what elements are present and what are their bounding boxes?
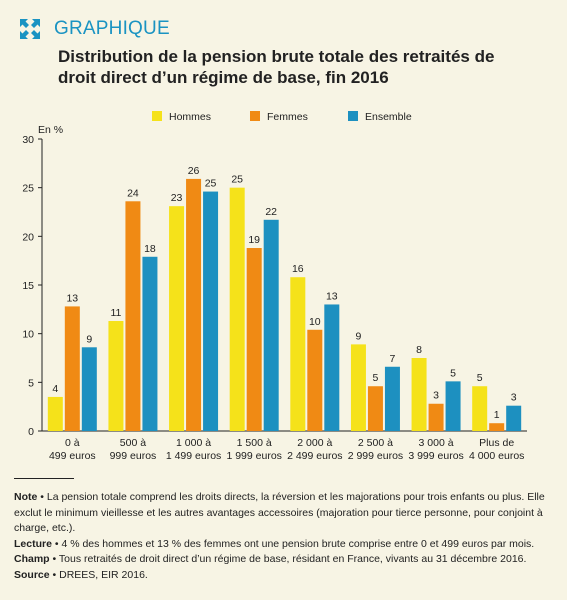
bar bbox=[108, 321, 124, 431]
bar-value-label: 9 bbox=[356, 330, 362, 342]
bar bbox=[367, 386, 383, 431]
x-tick-label: 1 499 euros bbox=[166, 450, 221, 462]
notes: Note • La pension totale comprend les dr… bbox=[14, 478, 554, 583]
bar bbox=[350, 344, 366, 431]
x-tick-label: 3 999 euros bbox=[408, 450, 463, 462]
bar-value-label: 22 bbox=[265, 206, 277, 218]
y-tick-label: 10 bbox=[22, 329, 34, 341]
legend-label: Femmes bbox=[267, 111, 308, 123]
bar bbox=[263, 219, 279, 431]
y-tick-label: 15 bbox=[22, 280, 34, 292]
bar-value-label: 23 bbox=[171, 192, 183, 204]
champ-text: • Tous retraités de droit direct d’un ré… bbox=[49, 553, 527, 565]
bar-value-label: 5 bbox=[477, 372, 483, 384]
bar bbox=[411, 358, 427, 431]
bar-value-label: 5 bbox=[450, 367, 456, 379]
bar bbox=[428, 403, 444, 431]
bar-value-label: 24 bbox=[127, 187, 139, 199]
x-tick-label: 2 500 à bbox=[358, 437, 393, 449]
bar bbox=[229, 187, 245, 431]
bar bbox=[203, 191, 219, 431]
x-tick-label: 4 000 euros bbox=[469, 450, 524, 462]
bar bbox=[169, 206, 185, 431]
x-tick-label: 2 499 euros bbox=[287, 450, 342, 462]
note-label: Note bbox=[14, 491, 38, 503]
source-line: Source • DREES, EIR 2016. bbox=[14, 568, 554, 584]
bar-value-label: 26 bbox=[188, 165, 200, 177]
bar-value-label: 11 bbox=[110, 307, 121, 319]
legend-swatch bbox=[152, 111, 162, 121]
bar-value-label: 13 bbox=[326, 290, 338, 302]
x-tick-label: 1 500 à bbox=[237, 437, 272, 449]
y-tick-label: 25 bbox=[22, 183, 34, 195]
y-tick-label: 30 bbox=[22, 134, 34, 146]
expand-icon[interactable] bbox=[18, 17, 42, 41]
y-tick-label: 0 bbox=[28, 426, 34, 438]
bar bbox=[47, 396, 63, 431]
bar-value-label: 19 bbox=[248, 234, 260, 246]
lecture-text: • 4 % des hommes et 13 % des femmes ont … bbox=[51, 537, 535, 550]
x-tick-label: 500 à bbox=[120, 437, 146, 449]
x-tick-label: 999 euros bbox=[110, 450, 157, 462]
graph-tag: GRAPHIQUE bbox=[18, 14, 558, 44]
bar bbox=[142, 256, 158, 431]
bar-value-label: 3 bbox=[433, 390, 439, 402]
bar bbox=[489, 423, 505, 431]
bar-value-label: 13 bbox=[66, 292, 78, 304]
bar-value-label: 5 bbox=[373, 372, 379, 384]
y-axis-label: En % bbox=[38, 124, 63, 136]
graph-tag-label: GRAPHIQUE bbox=[54, 18, 170, 39]
x-tick-label: 2 000 à bbox=[297, 437, 332, 449]
bar-value-label: 10 bbox=[309, 316, 321, 328]
y-tick-label: 20 bbox=[22, 231, 34, 243]
note-text: • La pension totale comprend les droits … bbox=[14, 491, 545, 534]
bar bbox=[307, 329, 323, 431]
source-text: • DREES, EIR 2016. bbox=[49, 568, 148, 581]
notes-divider bbox=[14, 478, 74, 479]
x-tick-label: 3 000 à bbox=[419, 437, 454, 449]
legend-swatch bbox=[250, 111, 260, 121]
bar-value-label: 3 bbox=[511, 392, 517, 404]
lecture-label: Lecture bbox=[14, 537, 52, 550]
champ-line: Champ • Tous retraités de droit direct d… bbox=[14, 552, 554, 568]
bar bbox=[125, 201, 141, 431]
lecture-line: Lecture • 4 % des hommes et 13 % des fem… bbox=[14, 537, 554, 553]
bar bbox=[472, 386, 488, 431]
bar bbox=[186, 178, 202, 431]
header: GRAPHIQUE Distribution de la pension bru… bbox=[18, 14, 558, 88]
champ-label: Champ bbox=[14, 553, 50, 565]
bar bbox=[64, 306, 80, 431]
bar-value-label: 7 bbox=[390, 353, 396, 365]
y-tick-label: 5 bbox=[28, 377, 34, 389]
bar bbox=[506, 405, 522, 431]
legend-swatch bbox=[348, 111, 358, 121]
legend-label: Hommes bbox=[169, 111, 211, 123]
bar-value-label: 18 bbox=[144, 243, 156, 255]
x-tick-label: Plus de bbox=[479, 437, 514, 449]
bar bbox=[324, 304, 340, 431]
bar-value-label: 9 bbox=[86, 333, 92, 345]
x-tick-label: 1 999 euros bbox=[226, 450, 281, 462]
bar bbox=[445, 381, 461, 431]
chart-title: Distribution de la pension brute totale … bbox=[58, 47, 495, 87]
x-tick-label: 0 à bbox=[65, 437, 80, 449]
bar-value-label: 25 bbox=[231, 174, 243, 186]
bar bbox=[384, 366, 400, 431]
bar-value-label: 8 bbox=[416, 344, 422, 356]
x-tick-label: 2 999 euros bbox=[348, 450, 403, 462]
bar-value-label: 1 bbox=[494, 409, 500, 421]
bar bbox=[81, 347, 97, 431]
bar-value-label: 25 bbox=[205, 178, 217, 190]
x-tick-label: 1 000 à bbox=[176, 437, 211, 449]
bar-value-label: 16 bbox=[292, 263, 304, 275]
bar bbox=[246, 248, 262, 431]
legend-label: Ensemble bbox=[365, 111, 412, 123]
bar bbox=[290, 277, 306, 431]
bar-value-label: 4 bbox=[52, 383, 58, 395]
note-line: Note • La pension totale comprend les dr… bbox=[14, 490, 554, 537]
source-label: Source bbox=[14, 568, 50, 581]
x-tick-label: 499 euros bbox=[49, 450, 96, 462]
